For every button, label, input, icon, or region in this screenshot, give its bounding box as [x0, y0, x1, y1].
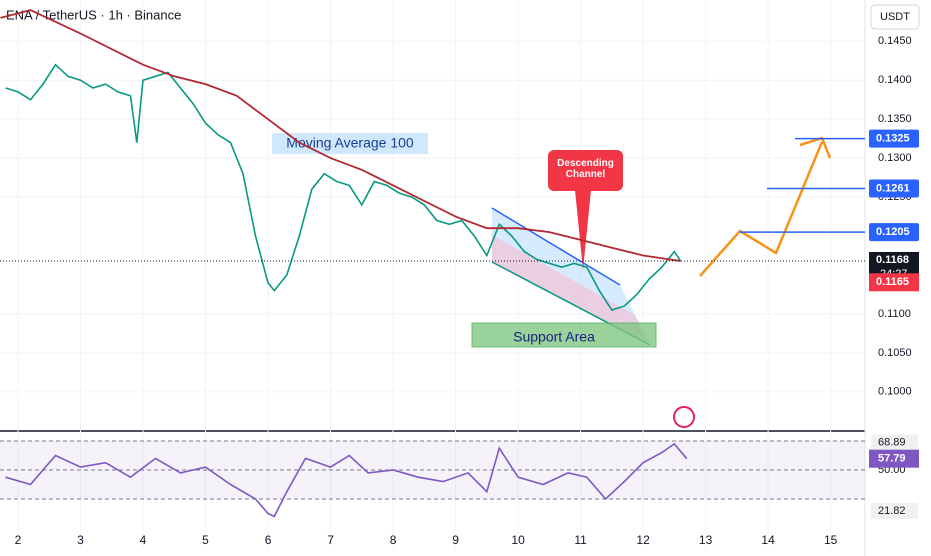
marker-label: 0.1165 — [876, 276, 909, 288]
annotation: Moving Average 100 — [286, 135, 414, 151]
series-line — [5, 442, 688, 518]
y-tick-label: 0.1000 — [878, 386, 912, 398]
price-label: 0.1168 — [876, 254, 909, 266]
x-tick-label: 12 — [636, 533, 650, 547]
level-box — [869, 129, 919, 148]
x-tick-label: 13 — [699, 533, 713, 547]
support-area — [471, 322, 657, 348]
x-tick-label: 3 — [77, 533, 84, 547]
x-tick-label: 10 — [511, 533, 525, 547]
marker-box — [871, 434, 918, 451]
x-tick-label: 9 — [452, 533, 459, 547]
annotation: Descending Channel — [557, 158, 614, 180]
x-tick-label: 5 — [202, 533, 209, 547]
level-box — [869, 223, 919, 242]
annotation: Support Area — [513, 329, 595, 345]
y-tick-label: 0.1100 — [878, 308, 911, 320]
marker-box — [871, 502, 918, 519]
header-bg — [0, 6, 185, 24]
y-tick-label: 0.1400 — [878, 74, 912, 86]
level-box — [869, 179, 919, 198]
rsi-box — [869, 449, 919, 468]
x-tick-label: 7 — [327, 533, 334, 547]
marker-label: 68.89 — [878, 437, 906, 449]
header: ENA / TetherUS · 1h · Binance — [6, 7, 181, 22]
currency-box — [870, 4, 920, 30]
series-line — [0, 9, 681, 262]
x-tick-label: 11 — [574, 533, 587, 547]
channel-line — [491, 207, 621, 286]
marker-box — [869, 273, 919, 292]
callout — [548, 150, 623, 191]
x-tick-label: 6 — [265, 533, 272, 547]
y-tick-label: 0.1350 — [878, 113, 912, 125]
currency: USDT — [880, 11, 910, 23]
x-tick-label: 8 — [390, 533, 397, 547]
projection — [699, 141, 824, 277]
callout-pointer — [575, 190, 591, 270]
marker-label: 21.82 — [878, 505, 906, 517]
y-tick-label: 0.1050 — [878, 347, 912, 359]
series-line — [5, 63, 682, 311]
x-tick-label: 4 — [140, 533, 147, 547]
channel-fill-lower — [492, 235, 650, 345]
callout-box: Descending Channel — [557, 158, 614, 180]
x-tick-label: 14 — [761, 533, 775, 547]
level-label: 0.1205 — [876, 226, 910, 238]
y-tick-label: 0.1300 — [878, 152, 912, 164]
level-label: 0.1261 — [876, 182, 910, 194]
rsi-label: 57.79 — [878, 453, 906, 465]
icon — [673, 406, 695, 428]
level-label: 0.1325 — [876, 133, 910, 145]
x-tick-label: 2 — [15, 533, 22, 547]
rsi-band — [0, 440, 865, 499]
y-tick-label: 0.1450 — [878, 35, 912, 47]
x-tick-label: 15 — [824, 533, 838, 547]
